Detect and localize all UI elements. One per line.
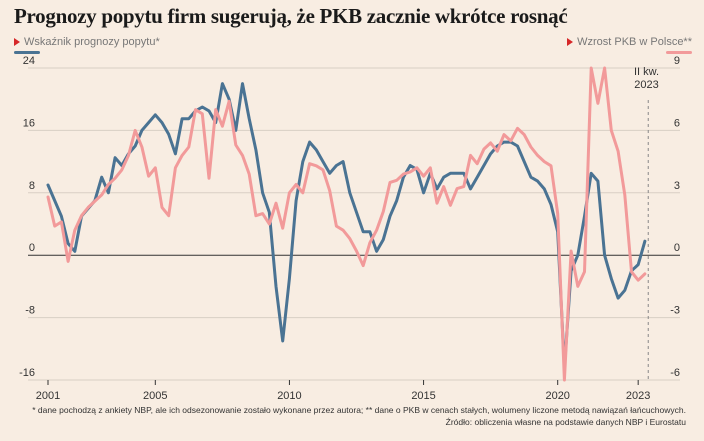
triangle-marker-icon bbox=[14, 38, 20, 46]
legend-right: Wzrost PKB w Polsce** bbox=[567, 36, 692, 54]
axes: 24 16 8 0 -8 -16 9 6 3 0 -3 -6 2001 2005 2010 2015 2020 2… bbox=[19, 55, 680, 402]
footnote-line1: * dane pochodzą z ankiety NBP, ale ich o… bbox=[32, 405, 686, 415]
x-tick-label: 2020 bbox=[545, 390, 569, 402]
right-tick-label: -6 bbox=[670, 367, 680, 379]
triangle-marker-icon bbox=[567, 38, 574, 46]
series-lines bbox=[46, 66, 647, 382]
left-tick-label: -16 bbox=[19, 367, 35, 379]
legend-right-swatch bbox=[666, 51, 692, 54]
chart-title: Prognozy popytu firm sugerują, że PKB za… bbox=[14, 4, 568, 28]
footnote: * dane pochodzą z ankiety NBP, ale ich o… bbox=[32, 404, 686, 428]
left-tick-label: -8 bbox=[25, 305, 35, 317]
left-tick-label: 24 bbox=[23, 55, 35, 67]
legend-left: Wskaźnik prognozy popytu* bbox=[14, 36, 160, 54]
footnote-source: Źródło: obliczenia własne na podstawie d… bbox=[445, 417, 686, 427]
annotation-label: II kw. 2023 bbox=[634, 66, 659, 92]
annotation-line2: 2023 bbox=[634, 79, 659, 91]
annotation-line1: II kw. bbox=[634, 66, 660, 78]
series-line-demand-index bbox=[46, 82, 647, 370]
legend-right-label: Wzrost PKB w Polsce** bbox=[577, 36, 692, 48]
right-tick-label: 3 bbox=[674, 180, 680, 192]
x-tick-label: 2005 bbox=[143, 390, 167, 402]
left-tick-label: 0 bbox=[29, 242, 35, 254]
series-line-gdp-growth bbox=[46, 66, 647, 382]
x-tick-label: 2015 bbox=[411, 390, 435, 402]
gridlines bbox=[28, 67, 680, 381]
left-tick-label: 8 bbox=[29, 180, 35, 192]
right-tick-label: -3 bbox=[670, 305, 680, 317]
x-tick-label: 2001 bbox=[36, 390, 60, 402]
legend-left-label: Wskaźnik prognozy popytu* bbox=[24, 36, 160, 48]
right-tick-label: 6 bbox=[674, 117, 680, 129]
right-tick-label: 0 bbox=[674, 242, 680, 254]
right-tick-label: 9 bbox=[674, 55, 680, 67]
left-tick-label: 16 bbox=[23, 117, 35, 129]
x-tick-label: 2010 bbox=[277, 390, 301, 402]
legend-left-swatch bbox=[14, 51, 40, 54]
x-tick-label: 2023 bbox=[626, 390, 650, 402]
